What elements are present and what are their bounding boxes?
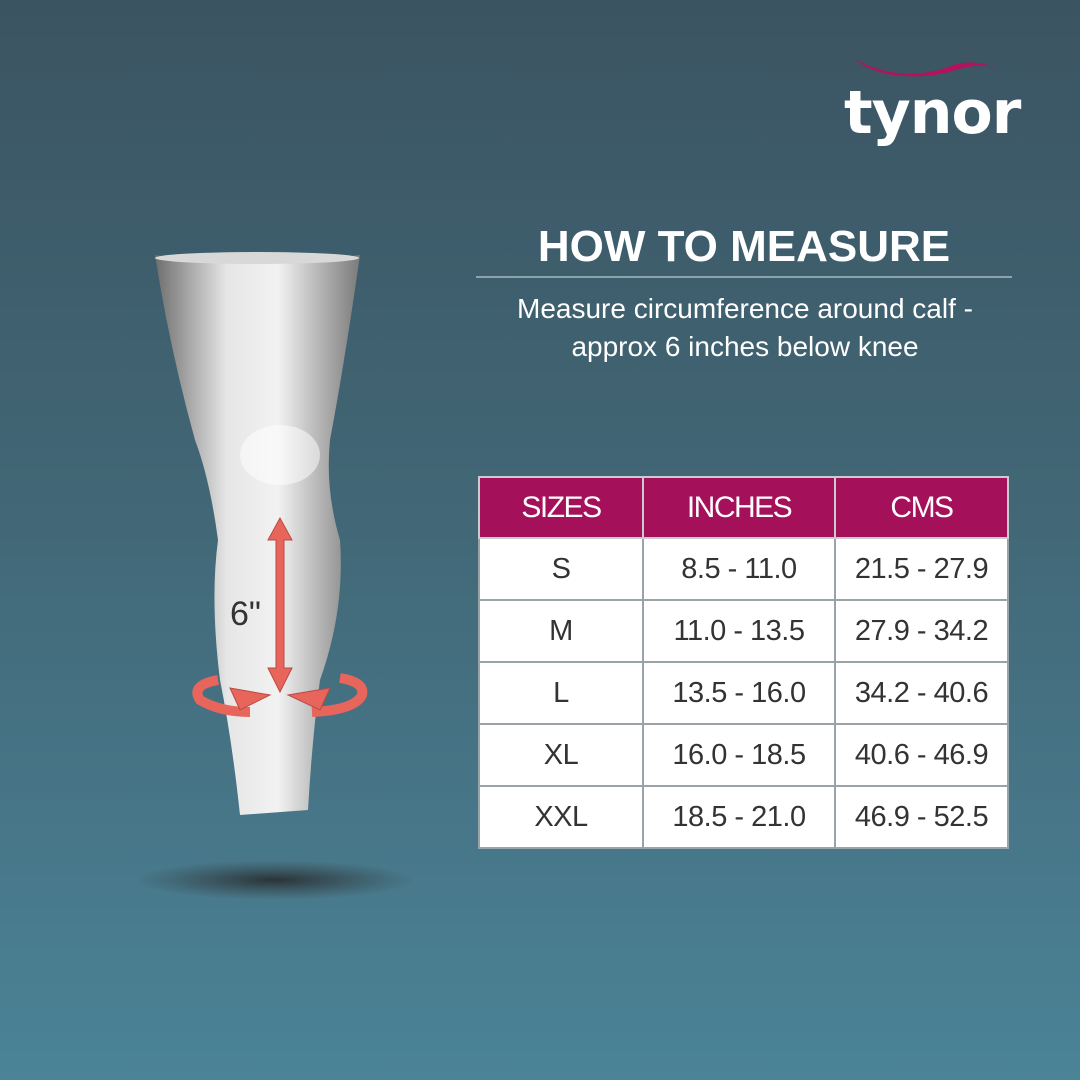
measurement-label: 6": [230, 595, 261, 633]
table-header-row: SIZES INCHES CMS: [478, 476, 1009, 539]
cell-cms: 27.9 - 34.2: [834, 599, 1009, 663]
logo-text: tynor: [844, 78, 1021, 148]
knee-illustration: [140, 252, 415, 900]
column-header-sizes: SIZES: [478, 476, 644, 539]
cell-inches: 11.0 - 13.5: [642, 599, 836, 663]
cell-inches: 13.5 - 16.0: [642, 661, 836, 725]
measurement-arrows-icon: [192, 516, 368, 717]
cell-inches: 8.5 - 11.0: [642, 537, 836, 601]
page-title: HOW TO MEASURE: [537, 222, 951, 271]
size-chart-table: SIZES INCHES CMS S 8.5 - 11.0 21.5 - 27.9 M…: [478, 476, 1009, 849]
cell-size: S: [478, 537, 644, 601]
cell-cms: 34.2 - 40.6: [834, 661, 1009, 725]
instruction-line-1: Measure circumference around calf -: [517, 293, 973, 324]
column-header-inches: INCHES: [642, 476, 836, 539]
tynor-logo: tynor: [836, 50, 1021, 150]
cell-size: L: [478, 661, 644, 725]
table-row: M 11.0 - 13.5 27.9 - 34.2: [478, 599, 1009, 663]
logo-swoosh-icon: [854, 58, 1001, 77]
measure-instruction: Measure circumference around calf - appr…: [460, 290, 1030, 366]
cell-size: XL: [478, 723, 644, 787]
cell-inches: 18.5 - 21.0: [642, 785, 836, 849]
column-header-cms: CMS: [834, 476, 1009, 539]
cell-size: M: [478, 599, 644, 663]
cell-cms: 46.9 - 52.5: [834, 785, 1009, 849]
instruction-line-2: approx 6 inches below knee: [571, 331, 919, 362]
table-row: S 8.5 - 11.0 21.5 - 27.9: [478, 537, 1009, 601]
divider: [476, 276, 1012, 278]
table-row: XL 16.0 - 18.5 40.6 - 46.9: [478, 723, 1009, 787]
cell-cms: 21.5 - 27.9: [834, 537, 1009, 601]
table-row: L 13.5 - 16.0 34.2 - 40.6: [478, 661, 1009, 725]
table-row: XXL 18.5 - 21.0 46.9 - 52.5: [478, 785, 1009, 849]
cell-size: XXL: [478, 785, 644, 849]
cell-inches: 16.0 - 18.5: [642, 723, 836, 787]
cell-cms: 40.6 - 46.9: [834, 723, 1009, 787]
